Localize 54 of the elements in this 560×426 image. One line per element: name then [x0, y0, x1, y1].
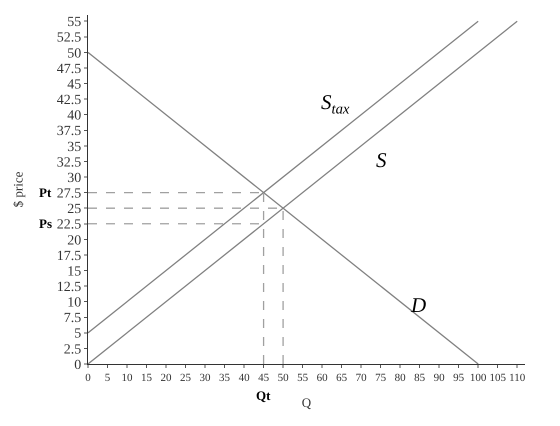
y-tick-label: 32.5	[56, 155, 82, 170]
x-axis-title: Q	[302, 394, 312, 410]
y-tick-label: 7.5	[64, 311, 82, 326]
x-tick-label: 80	[394, 372, 406, 384]
y-tick-label: 5	[74, 326, 82, 342]
x-tick-label: 35	[219, 372, 231, 384]
y-tick-label: 52.5	[56, 30, 82, 46]
y-tick-label: 42.5	[56, 93, 82, 108]
x-tick-label: 100	[470, 372, 487, 384]
x-tick-label: 45	[258, 372, 270, 384]
y-tick-label: 15	[67, 264, 82, 280]
y-axis-title: $ price	[10, 171, 26, 208]
y-tick-label: 10	[67, 296, 82, 311]
x-tick-label: 0	[85, 372, 92, 384]
x-tick-label: 95	[453, 372, 465, 384]
x-tick-label: 40	[238, 372, 250, 384]
x-tick-label: 110	[509, 372, 526, 384]
y-tick-label: 20	[67, 233, 82, 248]
x-tick-label: 30	[200, 372, 212, 384]
y-tick-label: 12.5	[56, 280, 82, 295]
x-tick-label: 5	[104, 372, 111, 384]
y-tick-label: 25	[67, 202, 82, 218]
x-tick-label: 25	[180, 372, 192, 384]
y-tick-label: 45	[67, 77, 82, 92]
x-tick-label: 10	[122, 372, 134, 384]
annotation: S$_{tax}$	[321, 90, 350, 118]
x-tick-label: 65	[336, 372, 348, 384]
y-tick-label: 2.5	[64, 342, 82, 358]
x-tick-label: 60	[316, 372, 328, 384]
annotation: Ps	[39, 216, 52, 231]
x-tick-label: 90	[434, 372, 446, 384]
y-tick-label: 47.5	[56, 62, 82, 77]
annotation: Pt	[39, 185, 52, 200]
y-tick-label: 50	[67, 46, 82, 62]
x-tick-label: 20	[160, 372, 172, 384]
x-tick-label: 15	[141, 372, 153, 384]
y-tick-label: 0	[74, 358, 82, 373]
x-tick-label: 85	[414, 372, 426, 384]
annotation: S	[376, 148, 387, 172]
y-tick-label: 30	[67, 170, 82, 186]
y-tick-label: 40	[67, 108, 82, 124]
annotation: Qt	[256, 388, 272, 403]
x-tick-label: 55	[297, 372, 309, 384]
x-tick-label: 70	[356, 372, 368, 384]
y-tick-label: 17.5	[56, 248, 82, 264]
y-tick-label: 27.5	[56, 186, 82, 202]
x-tick-label: 50	[278, 372, 290, 384]
y-tick-label: 55	[67, 15, 82, 30]
y-tick-label: 22.5	[56, 218, 82, 233]
y-tick-label: 35	[67, 140, 82, 155]
x-tick-label: 75	[375, 372, 387, 384]
y-tick-label: 37.5	[56, 124, 82, 140]
annotation: D	[410, 293, 426, 317]
x-tick-label: 105	[489, 372, 506, 384]
